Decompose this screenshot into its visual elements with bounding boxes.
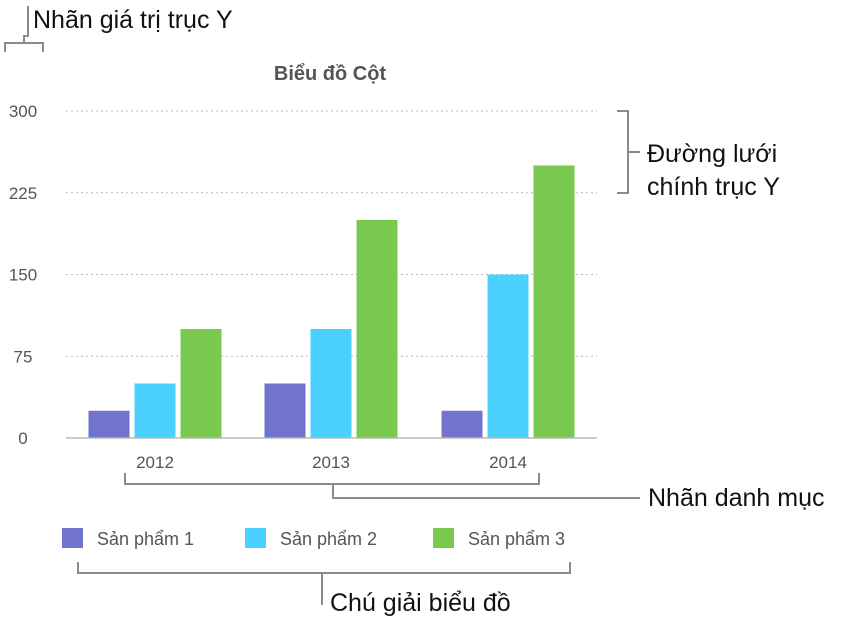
legend-swatch-series-2 (245, 528, 266, 548)
y-tick-label: 150 (9, 266, 37, 285)
gridlines-annotation-line1: Đường lưới (647, 140, 777, 168)
y-tick-label: 0 (18, 429, 27, 448)
category-labels-bracket (124, 473, 640, 499)
gridlines-bracket (617, 110, 640, 194)
legend-label-series-3: Sản phẩm 3 (468, 529, 565, 549)
y-value-labels-annotation: Nhãn giá trị trục Y (33, 6, 233, 34)
legend-label-series-2: Sản phẩm 2 (280, 529, 377, 549)
y-tick-label: 225 (9, 184, 37, 203)
y-tick-label: 75 (14, 347, 33, 366)
x-tick-label: 2013 (312, 453, 350, 472)
category-labels-annotation: Nhãn danh mục (648, 484, 825, 512)
y-axis-tick-labels: 0 75 150 225 300 (9, 102, 37, 448)
bar-2012-series-2 (134, 383, 176, 438)
bar-2014-series-3 (533, 165, 575, 438)
chart-title: Biểu đồ Cột (274, 63, 387, 85)
bar-2014-series-1 (441, 410, 483, 438)
bar-2014-series-2 (487, 274, 529, 438)
bar-2013-series-3 (356, 220, 398, 438)
x-tick-label: 2014 (489, 453, 527, 472)
y-tick-label: 300 (9, 102, 37, 121)
bar-2012-series-1 (88, 410, 130, 438)
gridlines-annotation-line2: chính trục Y (647, 173, 780, 201)
legend-swatch-series-3 (433, 528, 454, 548)
bars (88, 165, 575, 438)
chart-legend: Sản phẩm 1 Sản phẩm 2 Sản phẩm 3 (62, 528, 565, 549)
x-tick-label: 2012 (136, 453, 174, 472)
legend-label-series-1: Sản phẩm 1 (97, 529, 194, 549)
bar-2013-series-1 (264, 383, 306, 438)
y-value-labels-bracket (4, 6, 44, 52)
legend-bracket (77, 562, 571, 605)
bar-2013-series-2 (310, 329, 352, 438)
legend-annotation: Chú giải biểu đồ (330, 589, 511, 617)
legend-swatch-series-1 (62, 528, 83, 548)
bar-2012-series-3 (180, 329, 222, 438)
x-axis-category-labels: 2012 2013 2014 (136, 453, 527, 472)
